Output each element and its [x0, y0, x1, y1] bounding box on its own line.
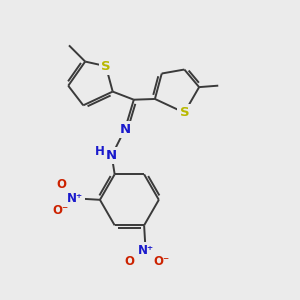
- Text: N⁺: N⁺: [67, 192, 83, 205]
- Text: H: H: [94, 145, 104, 158]
- Text: O⁻: O⁻: [52, 204, 68, 217]
- Text: N⁺: N⁺: [137, 244, 154, 257]
- Text: N: N: [119, 123, 130, 136]
- Text: O⁻: O⁻: [154, 255, 170, 268]
- Text: O: O: [124, 255, 134, 268]
- Text: N: N: [106, 149, 117, 162]
- Text: S: S: [101, 60, 111, 73]
- Text: O: O: [57, 178, 67, 191]
- Text: S: S: [179, 106, 189, 119]
